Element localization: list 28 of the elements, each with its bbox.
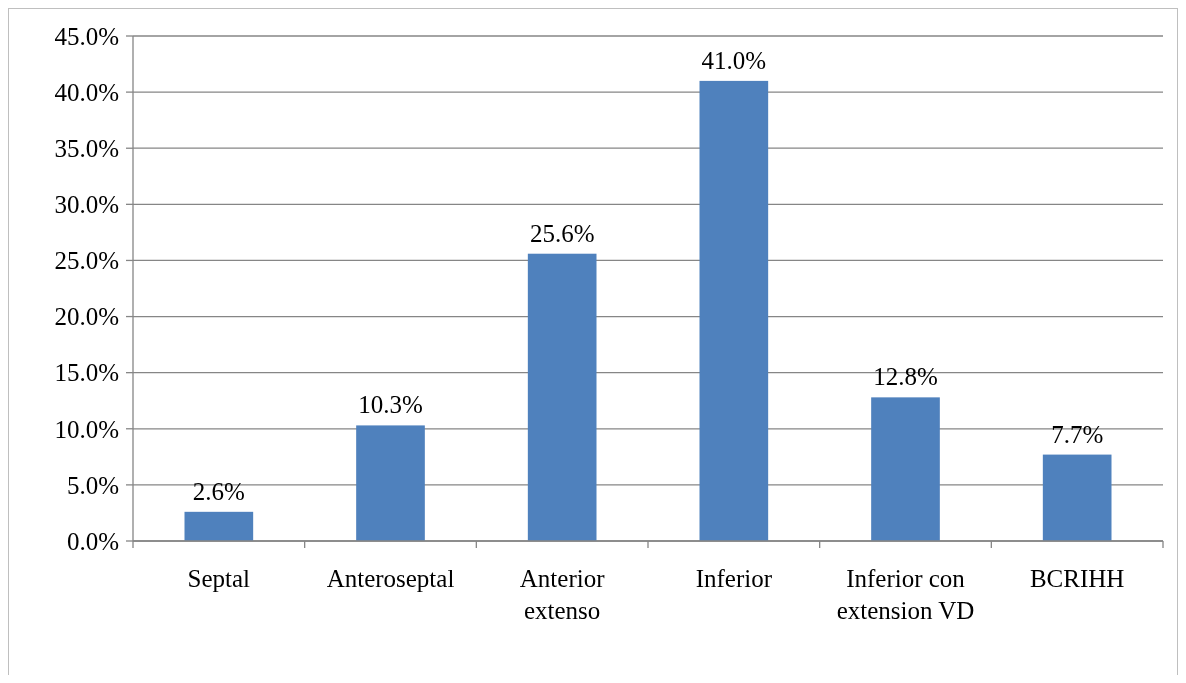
data-label: 41.0%	[701, 46, 767, 74]
data-label: 2.6%	[192, 477, 245, 505]
y-tick-label: 30.0%	[54, 191, 119, 219]
y-tick-label: 0.0%	[66, 527, 119, 555]
x-tick-label: Septal	[187, 565, 251, 592]
x-tick-label: Anteroseptal	[326, 565, 455, 592]
y-tick-label: 40.0%	[54, 78, 119, 106]
x-tick-label: BCRIHH	[1029, 565, 1125, 592]
data-label: 7.7%	[1051, 420, 1104, 448]
bar	[527, 253, 597, 541]
bar	[184, 511, 254, 541]
bar	[1042, 454, 1112, 541]
y-tick-label: 15.0%	[54, 359, 119, 387]
data-label: 25.6%	[529, 219, 595, 247]
bar	[356, 425, 425, 541]
y-tick-label: 10.0%	[54, 415, 119, 443]
y-tick-label: 25.0%	[54, 247, 119, 275]
data-label: 12.8%	[873, 363, 938, 391]
bar	[699, 80, 769, 541]
bar	[871, 397, 940, 541]
y-tick-label: 45.0%	[54, 22, 119, 50]
x-tick-label: Anterior extenso	[519, 565, 606, 624]
y-tick-label: 20.0%	[54, 303, 119, 331]
x-tick-label: Inferior con extension VD	[836, 565, 975, 624]
data-label: 10.3%	[358, 391, 423, 419]
y-tick-label: 35.0%	[54, 134, 119, 162]
y-tick-label: 5.0%	[66, 471, 119, 499]
x-tick-label: Inferior	[695, 565, 773, 592]
